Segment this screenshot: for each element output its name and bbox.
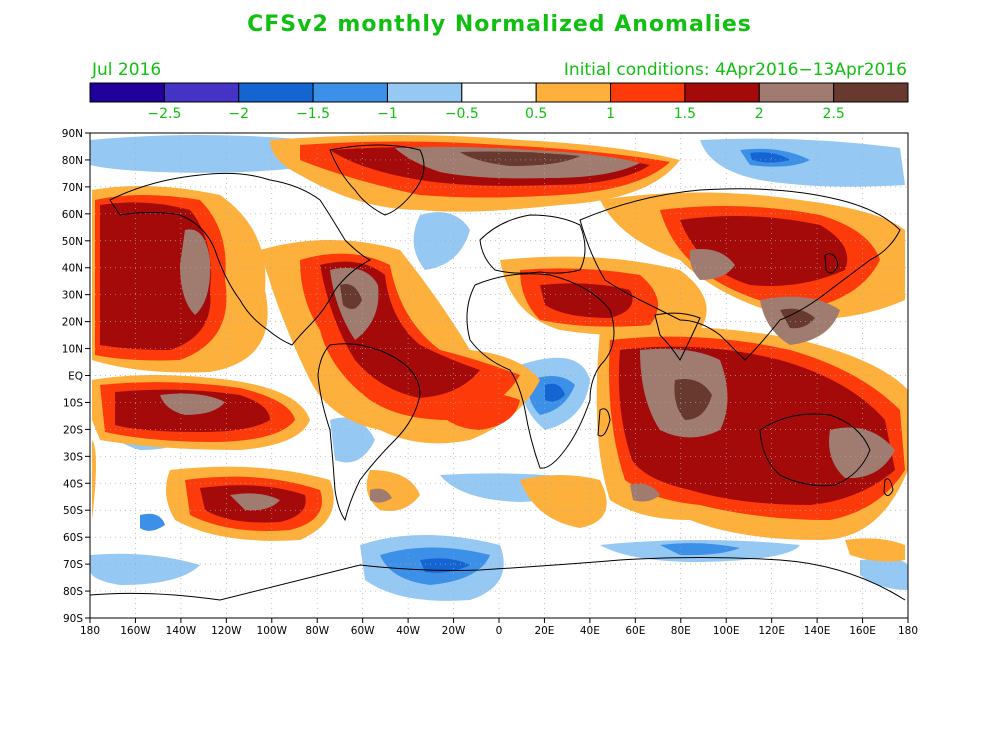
- latitude-label: 10N: [62, 344, 83, 356]
- longitude-label: 80W: [305, 625, 329, 637]
- longitude-label: 120E: [758, 625, 785, 637]
- latitude-label: 70S: [63, 559, 83, 571]
- colorbar-label: 2: [755, 106, 764, 122]
- longitude-label: 180: [80, 625, 100, 637]
- anomaly-fields: [90, 135, 908, 601]
- colorbar-label: 2.5: [823, 106, 845, 122]
- north-america-outline: [109, 172, 372, 346]
- asia-outline: [579, 188, 901, 361]
- antarctica-outline: [90, 557, 906, 601]
- europe-outline: [479, 214, 586, 274]
- initial-conditions: Initial conditions: 4Apr2016−13Apr2016: [563, 60, 907, 80]
- colorbar-label: −0.5: [445, 106, 479, 122]
- latitude-label: EQ: [68, 371, 83, 383]
- map-title: CFSv2 monthly Normalized Anomalies: [247, 12, 752, 37]
- longitude-label: 160W: [120, 625, 151, 637]
- latitude-label: 50S: [63, 505, 83, 517]
- latitude-label: 20S: [63, 424, 83, 436]
- latitude-label: 70N: [62, 182, 83, 194]
- longitude-label: 160E: [849, 625, 876, 637]
- new-zealand-outline: [883, 478, 894, 496]
- latitude-label: 90N: [62, 128, 83, 140]
- longitude-label: 100E: [713, 625, 740, 637]
- longitude-label: 100W: [257, 625, 288, 637]
- latitude-label: 80S: [63, 586, 83, 598]
- positive-anomaly-max-regions: [340, 151, 815, 420]
- colorbar-label: −2: [228, 106, 249, 122]
- india-outline: [654, 312, 701, 361]
- longitude-label: 180: [898, 625, 918, 637]
- latitude-label: 90S: [63, 613, 83, 625]
- colorbar-label: −1.5: [296, 106, 330, 122]
- madagascar-outline: [597, 408, 611, 437]
- longitude-label: 80E: [671, 625, 691, 637]
- longitude-axis: 180 160W 140W 120W 100W 80W 60W 40W 20W 0 20E 40E 60…: [80, 618, 918, 637]
- longitude-label: 40W: [396, 625, 420, 637]
- longitude-label: 140W: [166, 625, 197, 637]
- latitude-axis: 90N 80N 70N 60N 50N 40N 30N 20N 10N EQ 10S 20S 30S 40…: [62, 128, 90, 625]
- longitude-label: 120W: [211, 625, 242, 637]
- longitude-label: 140E: [804, 625, 831, 637]
- latitude-label: 60N: [62, 209, 83, 221]
- longitude-label: 20E: [534, 625, 554, 637]
- latitude-label: 30N: [62, 290, 83, 302]
- colorbar: −2.5 −2 −1.5 −1 −0.5 0.5 1 1.5 2 2.5: [89, 82, 909, 122]
- greenland-outline: [329, 144, 425, 216]
- forecast-period: Jul 2016: [92, 60, 162, 80]
- colorbar-label: −2.5: [147, 106, 181, 122]
- longitude-label: 0: [496, 625, 503, 637]
- longitude-label: 40E: [580, 625, 600, 637]
- longitude-label: 20W: [442, 625, 466, 637]
- grid-lines: [90, 133, 908, 618]
- longitude-label: 60E: [625, 625, 645, 637]
- longitude-label: 60W: [351, 625, 375, 637]
- south-america-outline: [317, 343, 421, 522]
- japan-outline: [824, 253, 839, 274]
- colorbar-swatch: [833, 82, 909, 103]
- latitude-label: 10S: [63, 397, 83, 409]
- colorbar-label: 0.5: [525, 106, 547, 122]
- africa-outline: [466, 273, 615, 469]
- coastlines: [90, 144, 906, 601]
- latitude-label: 40S: [63, 478, 83, 490]
- latitude-label: 60S: [63, 532, 83, 544]
- positive-anomaly-2-5-regions: [160, 146, 895, 511]
- latitude-label: 50N: [62, 236, 83, 248]
- australia-outline: [759, 413, 871, 486]
- latitude-label: 20N: [62, 317, 83, 329]
- latitude-label: 30S: [63, 451, 83, 463]
- colorbar-label: 1: [606, 106, 615, 122]
- colorbar-label: −1: [377, 106, 398, 122]
- latitude-label: 40N: [62, 263, 83, 275]
- latitude-label: 80N: [62, 155, 83, 167]
- colorbar-label: 1.5: [674, 106, 696, 122]
